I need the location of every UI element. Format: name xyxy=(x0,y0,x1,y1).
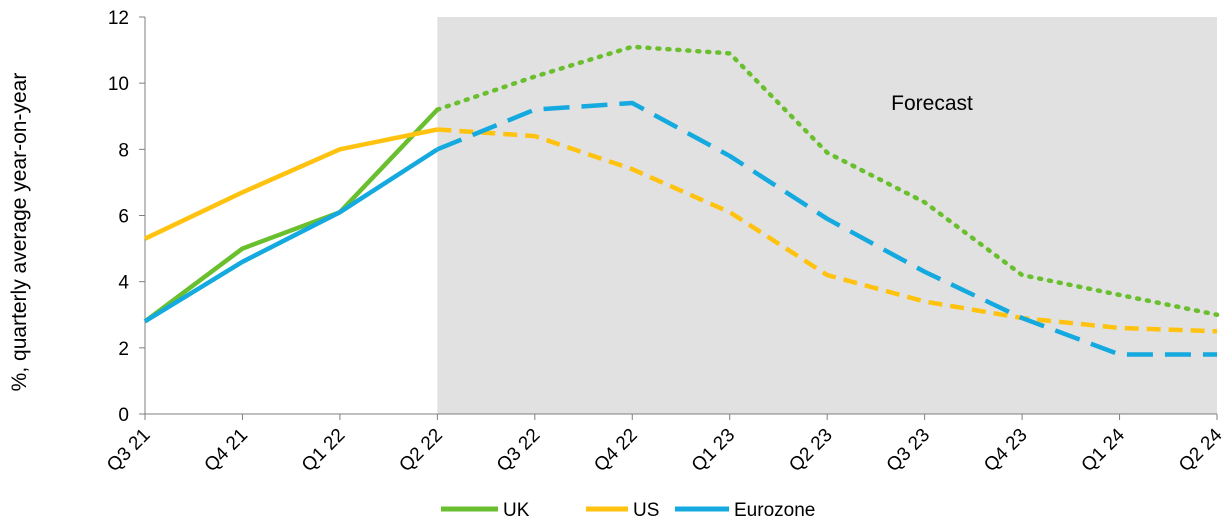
x-tick-label: Q3 22 xyxy=(493,425,544,476)
forecast-shading xyxy=(437,17,1217,414)
legend-item-eurozone: Eurozone xyxy=(675,500,815,521)
x-tick-label: Q4 22 xyxy=(590,425,641,476)
y-tick-label: 8 xyxy=(118,140,129,161)
series-line-uk-forecast xyxy=(435,44,1220,317)
legend-label: UK xyxy=(503,500,530,521)
legend-label: US xyxy=(633,500,659,521)
x-tick-label: Q1 23 xyxy=(688,425,739,476)
y-tick-label: 4 xyxy=(118,273,129,294)
x-tick-label: Q1 22 xyxy=(298,425,349,476)
y-axis: 0 2 4 6 8 10 12 xyxy=(108,8,146,426)
x-tick-label: Q1 24 xyxy=(1078,424,1130,476)
series-line-us-actual xyxy=(144,127,438,241)
x-tick-label: Q2 24 xyxy=(1175,424,1226,476)
x-tick-label: Q3 21 xyxy=(103,425,154,476)
x-tick-label: Q4 21 xyxy=(201,425,252,476)
legend: UK US Eurozone xyxy=(441,500,815,521)
x-axis: Q3 21 Q4 21 Q1 22 Q2 22 Q3 22 Q4 22 Q1 23 Q2 23… xyxy=(103,413,1226,476)
y-tick-label: 10 xyxy=(108,74,129,95)
series-line-us-forecast xyxy=(437,127,1218,334)
y-tick-label: 6 xyxy=(118,207,129,228)
y-tick-label: 2 xyxy=(118,339,129,360)
legend-item-us: US xyxy=(586,500,659,521)
forecast-annotation: Forecast xyxy=(891,92,973,115)
series-lines xyxy=(143,44,1220,357)
series-line-eurozone-actual xyxy=(143,147,439,324)
legend-item-uk: UK xyxy=(441,500,530,521)
y-axis-label: %, quarterly average year-on-year xyxy=(8,73,31,392)
x-tick-label: Q2 22 xyxy=(395,425,446,476)
y-tick-label: 0 xyxy=(118,405,129,426)
series-line-uk-actual xyxy=(143,108,439,324)
x-tick-label: Q4 23 xyxy=(980,425,1031,476)
x-tick-label: Q2 23 xyxy=(785,425,836,476)
series-line-eurozone-forecast xyxy=(436,100,1217,357)
y-tick-label: 12 xyxy=(108,8,129,29)
legend-label: Eurozone xyxy=(734,500,815,521)
x-tick-label: Q3 23 xyxy=(883,425,934,476)
